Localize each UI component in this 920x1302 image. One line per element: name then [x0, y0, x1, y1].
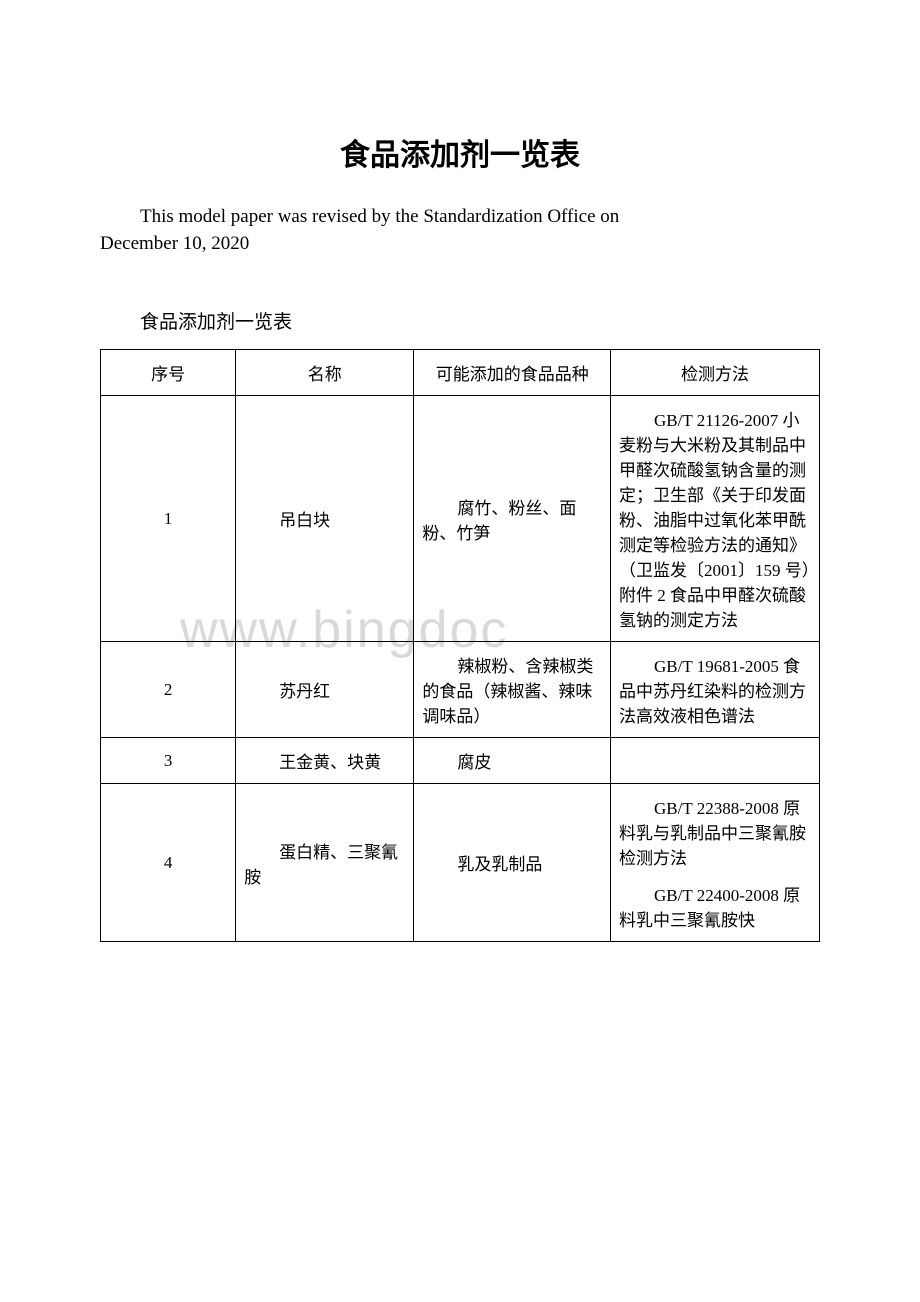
table-row: 3 王金黄、块黄 腐皮 — [101, 738, 820, 784]
cell-food: 乳及乳制品 — [422, 850, 602, 875]
cell-name: 王金黄、块黄 — [244, 748, 405, 773]
cell-food: 腐皮 — [422, 748, 602, 773]
cell-method-p1: GB/T 22388-2008 原料乳与乳制品中三聚氰胺检测方法 — [619, 794, 811, 869]
section-heading: 食品添加剂一览表 — [140, 307, 820, 334]
cell-method: GB/T 19681-2005 食品中苏丹红染料的检测方法高效液相色谱法 — [619, 652, 811, 727]
table-row: 2 苏丹红 辣椒粉、含辣椒类的食品（辣椒酱、辣味调味品） GB/T 19681-… — [101, 642, 820, 738]
cell-seq: 1 — [101, 396, 236, 642]
header-seq: 序号 — [101, 350, 236, 396]
cell-method: GB/T 21126-2007 小麦粉与大米粉及其制品中甲醛次硫酸氢钠含量的测定… — [619, 406, 811, 631]
subtitle-line-1: This model paper was revised by the Stan… — [140, 206, 619, 227]
header-name: 名称 — [236, 350, 414, 396]
cell-name: 蛋白精、三聚氰胺 — [244, 838, 405, 888]
table-header-row: 序号 名称 可能添加的食品品种 检测方法 — [101, 350, 820, 396]
cell-name: 吊白块 — [244, 506, 405, 531]
subtitle-line-2: December 10, 2020 — [100, 233, 249, 254]
header-method: 检测方法 — [611, 350, 820, 396]
table-row: 4 蛋白精、三聚氰胺 乳及乳制品 GB/T 22388-2008 原料乳与乳制品… — [101, 784, 820, 942]
cell-seq: 4 — [101, 784, 236, 942]
header-food: 可能添加的食品品种 — [414, 350, 611, 396]
additives-table: 序号 名称 可能添加的食品品种 检测方法 1 吊白块 腐竹、粉丝、面粉、竹笋 G… — [100, 349, 820, 942]
table-row: 1 吊白块 腐竹、粉丝、面粉、竹笋 GB/T 21126-2007 小麦粉与大米… — [101, 396, 820, 642]
document-content: 食品添加剂一览表 This model paper was revised by… — [100, 130, 820, 942]
cell-food: 辣椒粉、含辣椒类的食品（辣椒酱、辣味调味品） — [422, 652, 602, 727]
cell-name: 苏丹红 — [244, 677, 405, 702]
cell-method-p2: GB/T 22400-2008 原料乳中三聚氰胺快 — [619, 881, 811, 931]
revision-note: This model paper was revised by the Stan… — [100, 204, 820, 257]
cell-food: 腐竹、粉丝、面粉、竹笋 — [422, 494, 602, 544]
cell-seq: 3 — [101, 738, 236, 784]
page-title: 食品添加剂一览表 — [100, 130, 820, 174]
cell-seq: 2 — [101, 642, 236, 738]
